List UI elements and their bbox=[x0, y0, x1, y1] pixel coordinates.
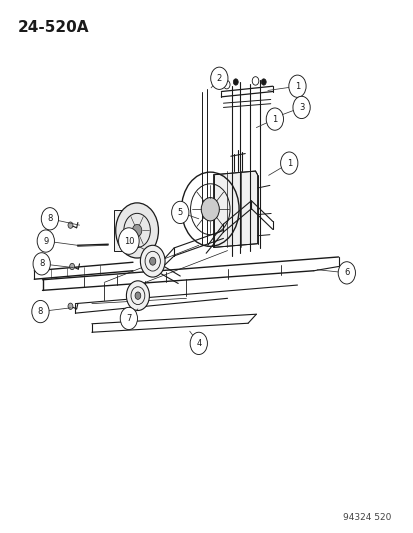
Text: 9: 9 bbox=[43, 237, 48, 246]
Circle shape bbox=[126, 281, 149, 311]
Text: 1: 1 bbox=[272, 115, 277, 124]
Polygon shape bbox=[113, 210, 129, 251]
Text: 3: 3 bbox=[298, 103, 304, 112]
Text: 10: 10 bbox=[123, 237, 134, 246]
Circle shape bbox=[41, 208, 58, 230]
Circle shape bbox=[135, 292, 140, 300]
Text: 8: 8 bbox=[47, 214, 52, 223]
Circle shape bbox=[288, 75, 305, 98]
Circle shape bbox=[68, 222, 73, 228]
Circle shape bbox=[33, 253, 50, 275]
Circle shape bbox=[337, 262, 355, 284]
Circle shape bbox=[37, 230, 54, 252]
Circle shape bbox=[118, 228, 139, 254]
Circle shape bbox=[171, 201, 188, 223]
Circle shape bbox=[120, 308, 137, 329]
Circle shape bbox=[149, 257, 155, 265]
Text: 2: 2 bbox=[216, 74, 221, 83]
Circle shape bbox=[32, 301, 49, 322]
Circle shape bbox=[280, 152, 297, 174]
Circle shape bbox=[261, 79, 266, 85]
Circle shape bbox=[68, 303, 73, 310]
Circle shape bbox=[292, 96, 309, 118]
Text: 1: 1 bbox=[286, 159, 291, 167]
Circle shape bbox=[69, 263, 74, 270]
Circle shape bbox=[140, 245, 165, 277]
Circle shape bbox=[201, 198, 219, 221]
Text: 1: 1 bbox=[294, 82, 299, 91]
Text: 24-520A: 24-520A bbox=[18, 20, 89, 35]
Text: 7: 7 bbox=[126, 314, 131, 323]
Text: 8: 8 bbox=[38, 307, 43, 316]
Text: 6: 6 bbox=[343, 268, 349, 277]
Circle shape bbox=[266, 108, 283, 130]
Text: 8: 8 bbox=[39, 260, 44, 268]
Circle shape bbox=[190, 332, 207, 354]
Circle shape bbox=[210, 67, 228, 90]
Polygon shape bbox=[213, 171, 257, 247]
Circle shape bbox=[233, 79, 237, 85]
Circle shape bbox=[132, 224, 142, 237]
Circle shape bbox=[115, 203, 158, 258]
Text: 94324 520: 94324 520 bbox=[342, 513, 390, 522]
Text: 4: 4 bbox=[196, 339, 201, 348]
Text: 5: 5 bbox=[177, 208, 183, 217]
